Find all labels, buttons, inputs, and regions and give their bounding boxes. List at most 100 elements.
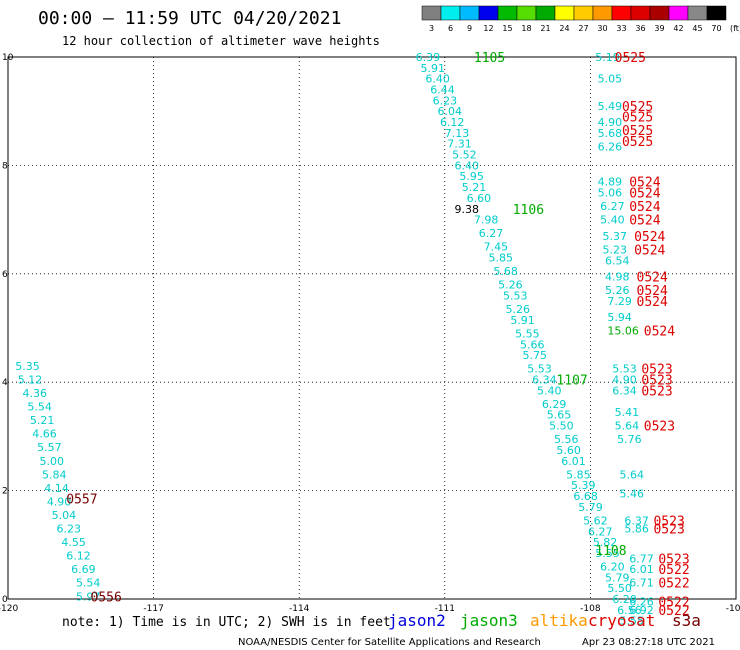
wave-height-point: 4.98 (605, 271, 630, 284)
colorbar-label: 18 (521, 24, 531, 33)
plot-frame (7, 56, 737, 600)
wave-height-point: 4.89 (598, 176, 623, 189)
wave-height-point: 5.84 (42, 468, 66, 481)
wave-height-point: 5.53 (503, 289, 528, 302)
x-tick-label: -117 (143, 604, 163, 614)
wave-height-point: 6.77 (629, 552, 654, 565)
colorbar-swatch (706, 5, 727, 21)
pass-time-label: 0556 (91, 590, 122, 605)
y-tick-label: 2 (2, 487, 8, 497)
wave-height-point: 5.26 (605, 284, 630, 297)
pass-time-label: 1105 (474, 51, 505, 66)
wave-height-point: 6.04 (438, 105, 463, 118)
wave-height-point: 6.01 (561, 455, 586, 468)
wave-height-point: 5.57 (37, 441, 62, 454)
wave-height-point: 5.62 (583, 514, 608, 527)
footer-credit: NOAA/NESDIS Center for Satellite Applica… (238, 637, 541, 648)
wave-height-point: 5.95 (459, 170, 484, 183)
wave-height-point: 5.97 (76, 590, 101, 603)
y-tick-label: 0 (2, 595, 8, 605)
wave-height-point: 6.92 (629, 604, 654, 617)
wave-height-point: 5.49 (598, 100, 623, 113)
wave-height-point: 15.06 (607, 325, 639, 338)
pass-time-label: 0524 (629, 176, 660, 191)
wave-height-point: 6.34 (612, 384, 637, 397)
wave-height-point: 6.40 (425, 73, 450, 86)
wave-height-point: 7.45 (484, 241, 509, 254)
wave-height-point: 5.54 (76, 577, 101, 590)
colorbar-swatch (573, 5, 594, 21)
wave-height-point: 7.29 (607, 295, 632, 308)
colorbar-label: 3 (429, 24, 434, 33)
wave-height-point: 5.82 (593, 536, 618, 549)
colorbar-label: 15 (502, 24, 512, 33)
colorbar-label: 70 (711, 24, 721, 33)
wave-height-point: 5.12 (18, 373, 42, 386)
wave-height-point: 5.55 (620, 615, 645, 628)
colorbar-label: 27 (578, 24, 588, 33)
wave-height-point: 6.12 (66, 550, 91, 563)
x-tick-label: -111 (435, 604, 455, 614)
pass-time-label: 0522 (658, 577, 689, 592)
wave-height-point: 6.68 (573, 490, 598, 503)
legend-s3a: s3a (672, 611, 701, 630)
pass-time-label: 0525 (615, 51, 646, 66)
pass-time-label: 0523 (644, 420, 675, 435)
colorbar-label: 30 (597, 24, 607, 33)
colorbar-swatch (478, 5, 499, 21)
wave-height-point: 6.34 (532, 373, 557, 386)
colorbar-label: 24 (559, 24, 569, 33)
wave-height-point: 5.76 (617, 433, 642, 446)
colorbar-swatch (554, 5, 575, 21)
wave-height-point: 5.75 (522, 349, 547, 362)
wave-height-point: 5.53 (527, 363, 552, 376)
satellite-legend: jason2 jason3 altika cryosat s3a (388, 611, 701, 630)
y-tick-label: 10 (2, 53, 14, 63)
pass-time-label: 0525 (622, 124, 653, 139)
wave-height-point: 5.23 (603, 243, 628, 256)
chart-title: 00:00 – 11:59 UTC 04/20/2021 (38, 8, 341, 29)
x-tick-labels: -120 -117 -114 -111 -108 -105 (0, 604, 740, 614)
wave-height-point: 4.14 (44, 482, 69, 495)
wave-height-point: 6.26 (598, 140, 623, 153)
wave-height-point: 7.13 (445, 127, 470, 140)
wave-height-point: 6.40 (455, 159, 480, 172)
pass-time-label: 0523 (653, 514, 684, 529)
wave-height-point: 5.79 (605, 571, 630, 584)
wave-height-point: 6.29 (542, 398, 567, 411)
colorbar-label: 33 (616, 24, 626, 33)
wave-height-point: 6.60 (467, 192, 492, 205)
pass-time-label: 0524 (637, 284, 668, 299)
pass-time-label: 0524 (629, 187, 660, 202)
wave-height-point: 5.86 (624, 523, 649, 536)
y-tick-label: 6 (2, 270, 8, 280)
pass-time-label: 0523 (641, 384, 672, 399)
footer-timestamp: Apr 23 08:27:18 UTC 2021 (582, 637, 715, 648)
wave-height-point: 5.26 (505, 303, 530, 316)
wave-height-point: 5.54 (27, 401, 52, 414)
pass-time-label: 0523 (641, 363, 672, 378)
wave-height-point: 5.79 (578, 501, 603, 514)
colorbar-swatch (497, 5, 518, 21)
pass-time-label: 0522 (658, 563, 689, 578)
wave-height-point: 6.01 (629, 563, 654, 576)
wave-height-point: 6.27 (479, 227, 504, 240)
colorbar-label: 9 (467, 24, 472, 33)
legend-jason3: jason3 (460, 611, 518, 630)
wave-height-point: 4.36 (23, 387, 47, 400)
pass-time-label: 0524 (629, 214, 660, 229)
wave-height-point: 5.21 (462, 181, 487, 194)
legend-altika: altika (530, 611, 588, 630)
colorbar-label: 12 (483, 24, 493, 33)
colorbar-label: 42 (673, 24, 683, 33)
colorbar-swatch (649, 5, 670, 21)
pass-labels: 1105110611071108055705560525052505250525… (66, 51, 689, 619)
wave-height-point: 5.64 (615, 420, 640, 433)
colorbar-label: 6 (448, 24, 453, 33)
colorbar-label: 36 (635, 24, 645, 33)
wave-height-point: 5.91 (510, 314, 535, 327)
wave-height-point: 4.90 (612, 373, 637, 386)
wave-height-point: 5.66 (520, 338, 545, 351)
